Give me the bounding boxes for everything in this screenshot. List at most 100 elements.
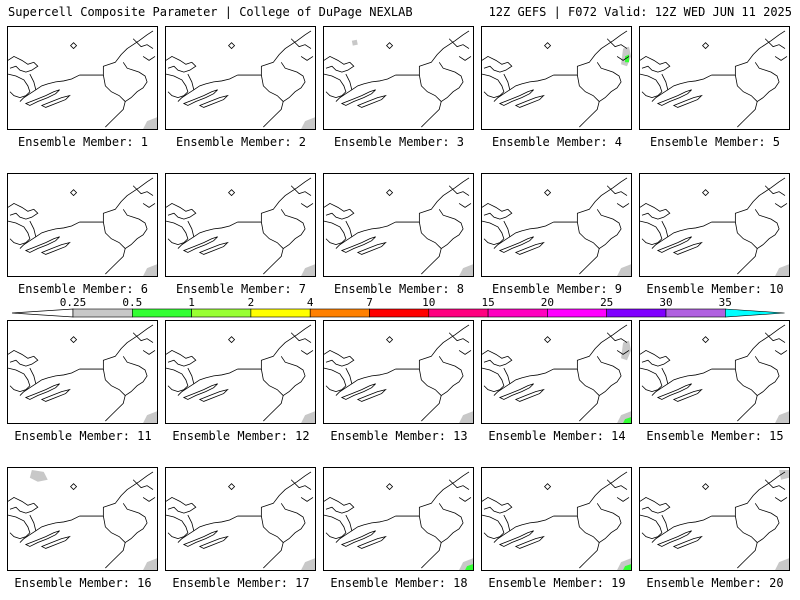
ensemble-member-label: Ensemble Member: 19 [488,576,626,590]
ensemble-member-map [165,320,316,424]
legend-tick-label: 10 [422,296,435,309]
ensemble-member-label: Ensemble Member: 17 [172,576,310,590]
ensemble-member-label: Ensemble Member: 13 [330,429,468,443]
basemap-outlines [640,324,788,422]
basemap-outlines [8,177,156,275]
scp-shaded-area [143,411,157,423]
scp-shaded-area [623,564,631,570]
legend-arrow-low [11,308,74,318]
basemap-outlines [166,30,314,128]
ensemble-member-label: Ensemble Member: 18 [330,576,468,590]
legend-tick-label: 4 [307,296,314,309]
legend-swatch [191,308,252,318]
legend-tick-label: 30 [659,296,672,309]
scp-shaded-area [301,117,315,129]
scp-shaded-area [459,264,473,276]
ensemble-member-label: Ensemble Member: 5 [649,135,781,149]
basemap-outlines [324,324,472,422]
legend-swatch [606,308,667,318]
ensemble-member-map [323,26,474,130]
ensemble-member-label: Ensemble Member: 8 [333,282,465,296]
map-canvas [482,324,631,423]
map-canvas [8,177,157,276]
map-canvas [640,324,789,423]
map-canvas [324,177,473,276]
ensemble-member-map [7,320,158,424]
scp-shaded-area [143,264,157,276]
ensemble-member-map [323,320,474,424]
legend-swatch [665,308,726,318]
basemap-outlines [482,324,630,422]
legend-swatch [250,308,311,318]
ensemble-member-map [7,173,158,277]
ensemble-member-label: Ensemble Member: 20 [646,576,784,590]
ensemble-member-label: Ensemble Member: 9 [491,282,623,296]
basemap-outlines [482,30,630,128]
ensemble-member-map [481,26,632,130]
ensemble-member-label: Ensemble Member: 7 [175,282,307,296]
map-canvas [482,471,631,570]
scp-shaded-area [459,411,473,423]
basemap-outlines [640,30,788,128]
map-canvas [324,30,472,128]
color-legend: 0.25 0.5 1 2 4 7 10 15 20 25 30 35 [11,296,785,318]
map-canvas [640,30,788,128]
map-canvas [166,471,315,570]
scp-shaded-area [143,117,157,129]
basemap-outlines [324,177,472,275]
ensemble-member-label: Ensemble Member: 2 [175,135,307,149]
ensemble-member-map [7,467,158,571]
ensemble-member-label: Ensemble Member: 10 [646,282,784,296]
ensemble-member-map [165,467,316,571]
legend-swatch [725,308,785,318]
ensemble-member-map [7,26,158,130]
basemap-outlines [166,177,314,275]
ensemble-member-map [481,173,632,277]
map-canvas [166,177,315,276]
basemap-outlines [166,324,314,422]
scp-shaded-area [351,39,358,46]
legend-tick-label: 7 [366,296,373,309]
basemap-outlines [640,177,788,275]
ensemble-member-label: Ensemble Member: 12 [172,429,310,443]
basemap-outlines [8,471,156,569]
map-canvas [8,324,157,423]
basemap-outlines [640,471,788,569]
basemap-outlines [324,471,472,569]
legend-swatch [72,308,133,318]
ensemble-member-label: Ensemble Member: 3 [333,135,465,149]
legend-tick-label: 20 [541,296,554,309]
map-canvas [324,324,473,423]
legend-tick-label: 25 [600,296,613,309]
ensemble-member-label: Ensemble Member: 6 [17,282,149,296]
run-info: 12Z GEFS | F072 Valid: 12Z WED JUN 11 20… [488,5,792,19]
ensemble-member-map [639,26,790,130]
ensemble-member-map [481,467,632,571]
ensemble-member-label: Ensemble Member: 15 [646,429,784,443]
legend-swatch [132,308,192,318]
scp-shaded-area [625,54,630,63]
ensemble-member-map [639,467,790,571]
ensemble-member-map [323,173,474,277]
scp-shaded-area [623,417,631,423]
scp-shaded-area [775,411,789,423]
ensemble-member-map [481,320,632,424]
map-canvas [640,177,789,276]
scp-shaded-area [301,558,315,570]
basemap-outlines [8,324,156,422]
map-canvas [166,324,315,423]
map-canvas [166,30,315,129]
ensemble-member-map [165,26,316,130]
map-canvas [324,471,473,570]
ensemble-member-map [323,467,474,571]
legend-swatch [428,308,489,318]
basemap-outlines [8,30,156,128]
scp-shaded-area [301,264,315,276]
ensemble-member-label: Ensemble Member: 1 [17,135,149,149]
basemap-outlines [166,471,314,569]
map-canvas [8,469,157,570]
scp-shaded-area [775,264,789,276]
ensemble-member-map [639,320,790,424]
map-canvas [482,30,631,128]
legend-swatch [547,308,608,318]
